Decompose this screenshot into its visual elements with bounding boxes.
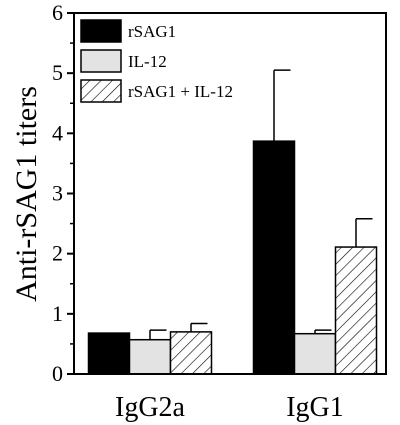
- legend-swatch: [80, 79, 122, 103]
- y-tick-label: 5: [52, 60, 63, 85]
- legend-swatch: [80, 49, 122, 73]
- legend-label: IL-12: [128, 52, 167, 71]
- y-tick-label: 6: [52, 0, 63, 25]
- bar: [293, 332, 337, 375]
- bar: [87, 332, 131, 375]
- legend-label: rSAG1 + IL-12: [128, 82, 233, 101]
- legend-label: rSAG1: [128, 22, 176, 41]
- legend-swatch: [80, 19, 122, 43]
- bar: [128, 338, 172, 375]
- y-tick-label: 4: [52, 120, 63, 145]
- bar: [252, 140, 296, 375]
- bar: [334, 246, 378, 375]
- x-category-label: IgG2a: [115, 392, 186, 423]
- y-tick-label: 3: [52, 181, 63, 206]
- bar: [169, 331, 213, 375]
- y-tick-label: 1: [52, 301, 63, 326]
- y-axis-title: Anti-rSAG1 titers: [10, 86, 43, 302]
- y-tick-label: 0: [52, 361, 63, 386]
- y-tick-label: 2: [52, 241, 63, 266]
- x-category-label: IgG1: [286, 392, 344, 423]
